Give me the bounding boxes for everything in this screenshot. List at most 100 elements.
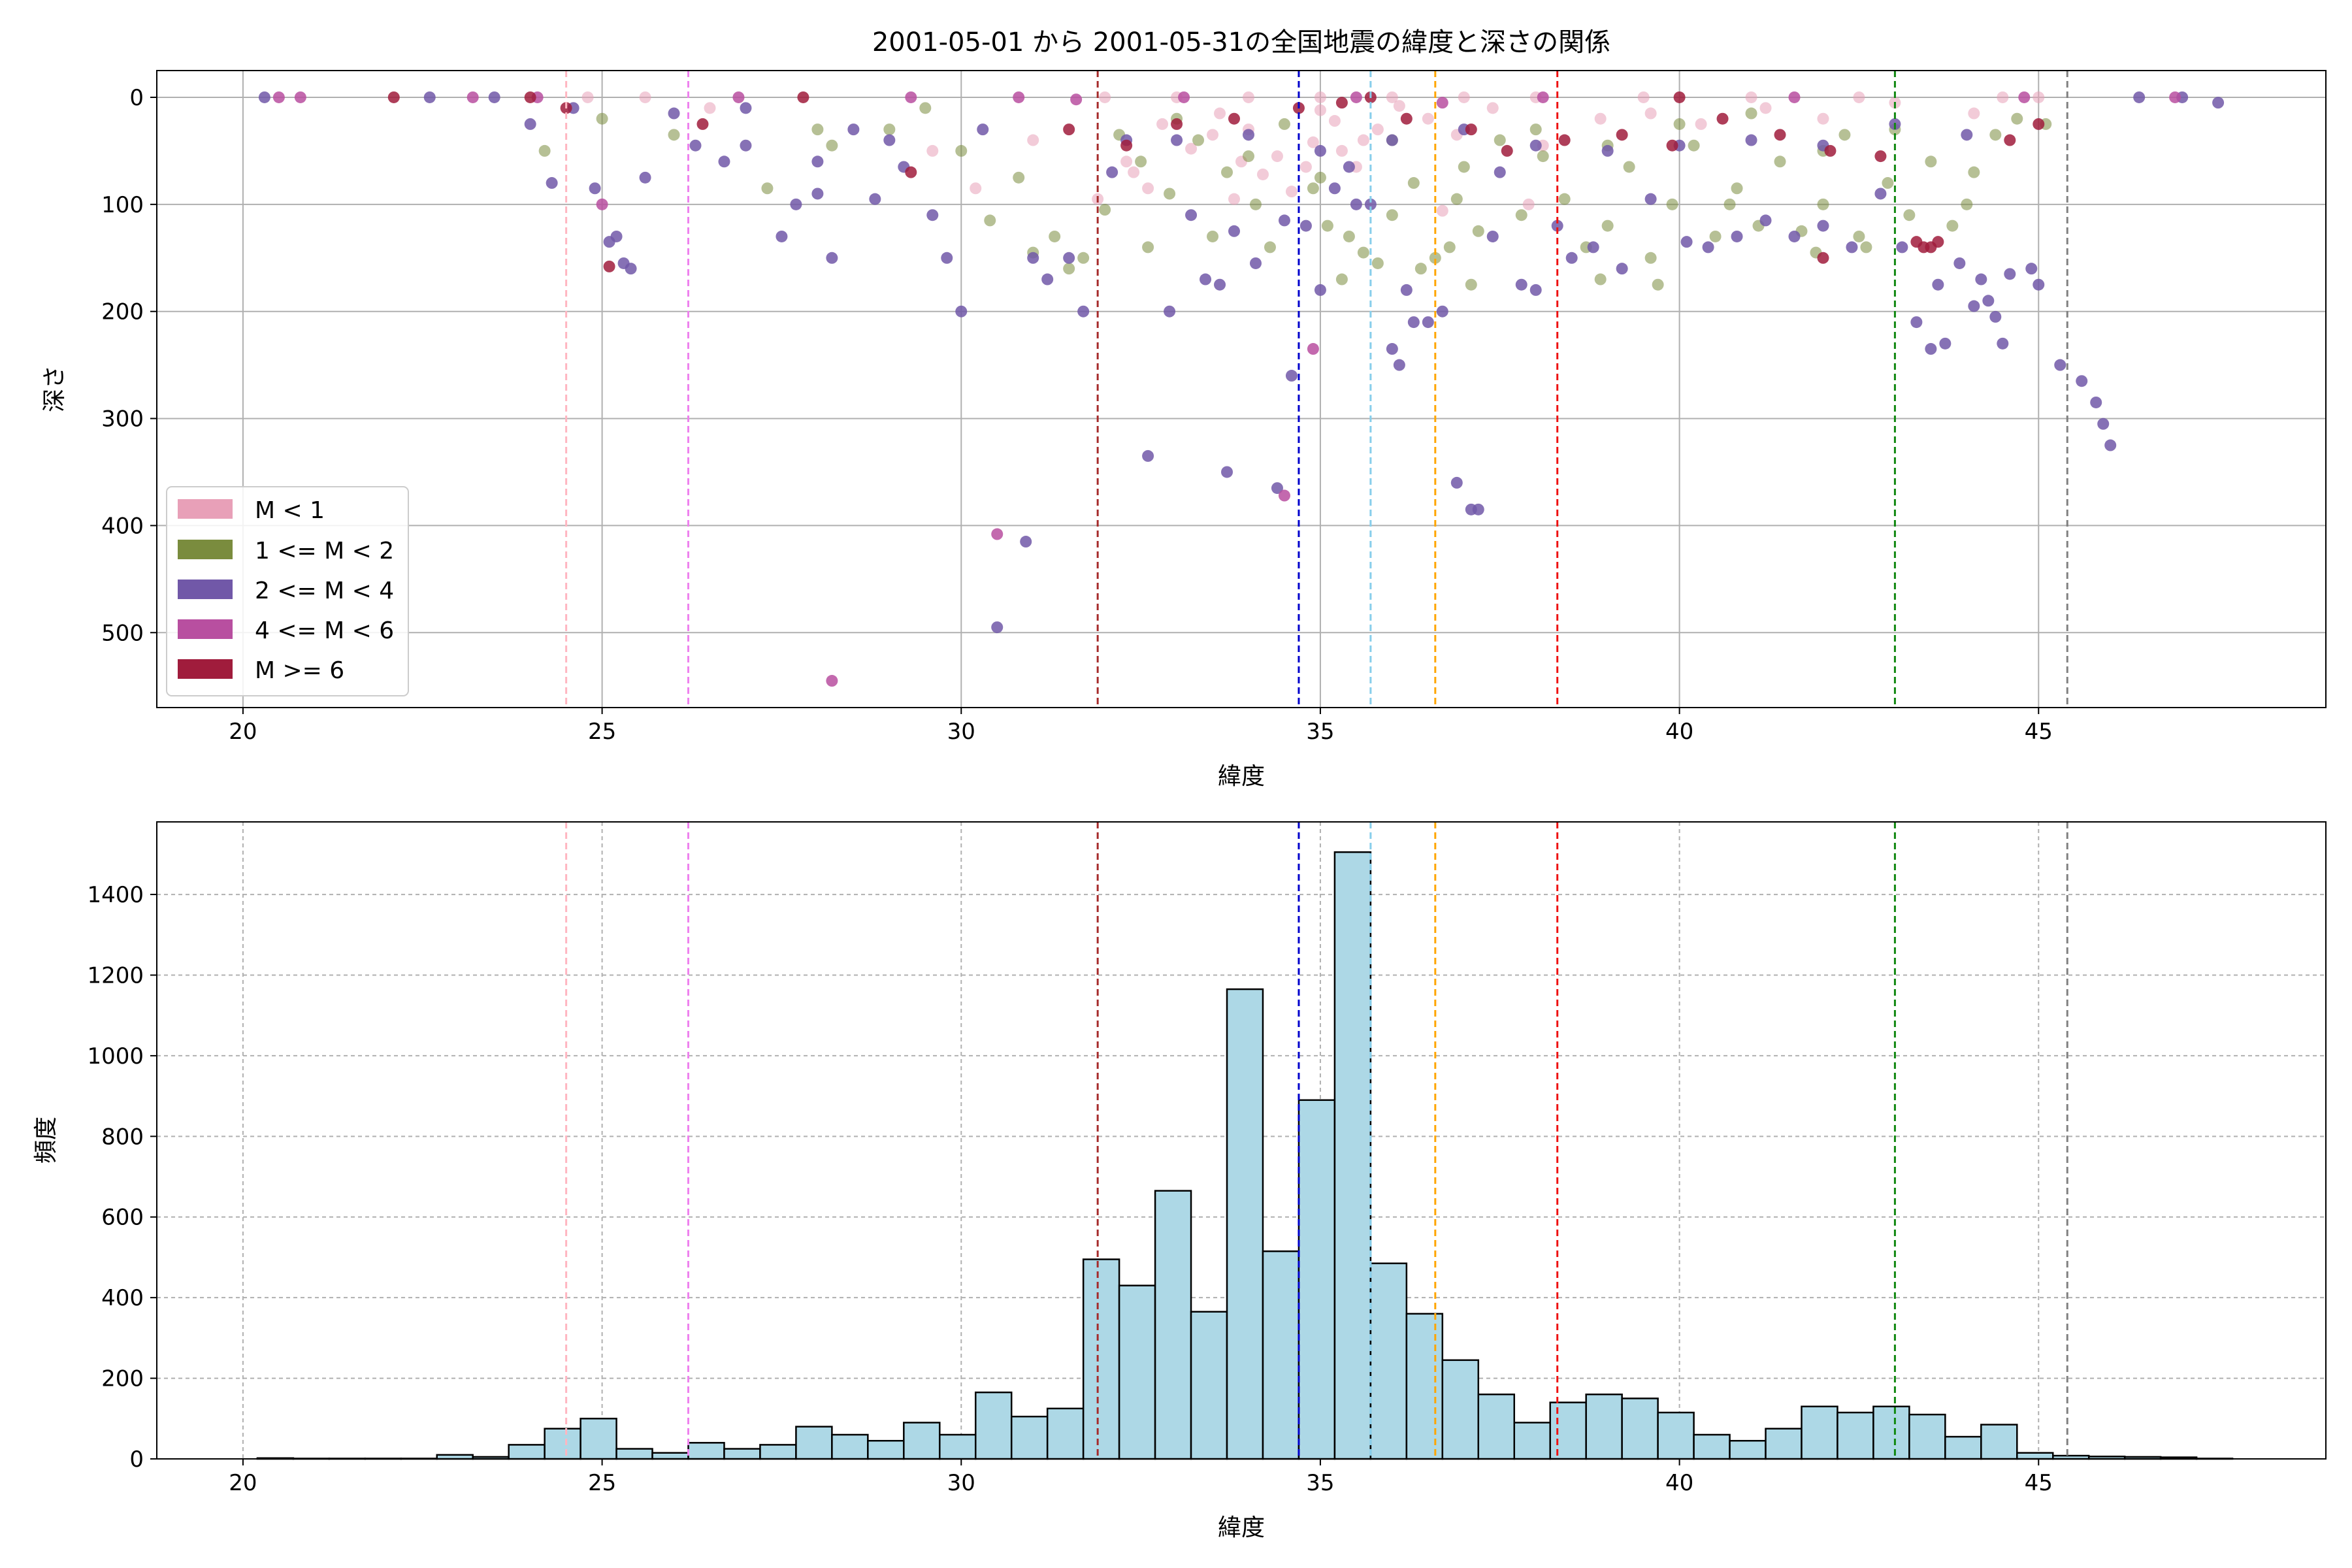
- y-tick-label: 400: [101, 1285, 144, 1311]
- histogram-bar: [1872, 1405, 1910, 1460]
- data-point: [1731, 230, 1743, 242]
- data-point: [546, 177, 558, 189]
- scatter-points: [258, 91, 2225, 687]
- data-point: [1838, 129, 1851, 141]
- data-point: [488, 91, 500, 103]
- data-point: [1278, 118, 1290, 130]
- legend-item: M < 1: [178, 497, 325, 524]
- data-point: [1594, 273, 1607, 286]
- data-point: [740, 139, 752, 152]
- data-point: [740, 102, 752, 114]
- x-tick-label: 35: [1306, 719, 1334, 745]
- histogram-bar: [867, 1439, 905, 1460]
- data-point: [1745, 134, 1757, 146]
- data-point: [2004, 268, 2016, 280]
- legend-label: 1 <= M < 2: [255, 538, 394, 564]
- histogram-bar: [1657, 1411, 1695, 1460]
- data-point: [1458, 161, 1470, 173]
- data-point: [977, 123, 989, 136]
- data-point: [1357, 134, 1369, 146]
- data-point: [1623, 161, 1635, 173]
- data-point: [883, 134, 896, 146]
- histogram-bar: [1908, 1413, 1946, 1460]
- histogram-bar: [615, 1448, 653, 1460]
- data-point: [1817, 112, 1829, 125]
- data-point: [847, 123, 860, 136]
- histogram-bar: [1513, 1422, 1551, 1460]
- data-point: [1853, 230, 1865, 242]
- data-point: [2212, 97, 2225, 109]
- scatter-plot-frame: [156, 70, 2327, 708]
- data-point: [668, 107, 680, 120]
- data-point: [1393, 100, 1405, 112]
- data-point: [1910, 316, 1923, 329]
- data-point: [1565, 252, 1578, 264]
- histogram-y-ticks: 0 200 400 600 800 1000 1200 1400: [87, 882, 157, 1473]
- data-point: [1185, 142, 1198, 155]
- x-tick-label: 45: [2025, 1470, 2053, 1496]
- data-point: [1343, 161, 1355, 173]
- legend-item: 1 <= M < 2: [178, 538, 394, 564]
- data-point: [1494, 134, 1506, 146]
- x-tick-label: 20: [229, 1470, 257, 1496]
- data-point: [926, 209, 939, 221]
- data-point: [1357, 246, 1369, 259]
- data-point: [1486, 230, 1499, 242]
- data-point: [1601, 220, 1614, 232]
- data-point: [1745, 107, 1757, 120]
- histogram-bar: [1585, 1394, 1623, 1460]
- data-point: [1328, 182, 1341, 195]
- data-point: [689, 139, 702, 152]
- data-point: [1185, 209, 1198, 221]
- histogram-bar: [651, 1452, 689, 1460]
- legend-swatch: [178, 499, 233, 519]
- data-point: [1932, 236, 1944, 248]
- data-point: [1429, 252, 1441, 264]
- data-point: [1436, 305, 1448, 318]
- data-point: [1644, 252, 1657, 264]
- data-point: [1041, 273, 1054, 286]
- scatter-x-ticks: 20 25 30 35 40 45: [229, 708, 2053, 745]
- data-point: [1027, 252, 1039, 264]
- data-point: [1192, 134, 1205, 146]
- data-point: [1716, 112, 1729, 125]
- data-point: [1616, 129, 1628, 141]
- data-point: [926, 144, 939, 157]
- data-point: [1278, 214, 1290, 227]
- histogram-bar: [1010, 1415, 1049, 1460]
- data-point: [1522, 198, 1535, 210]
- data-point: [596, 198, 608, 210]
- data-point: [1731, 182, 1743, 195]
- data-point: [1264, 241, 1276, 253]
- histogram-bar: [1765, 1428, 1803, 1460]
- histogram-bar: [1154, 1190, 1192, 1460]
- x-tick-label: 25: [588, 719, 616, 745]
- data-point: [1961, 129, 1973, 141]
- data-point: [524, 91, 536, 103]
- data-point: [1450, 193, 1463, 205]
- histogram-bar: [1333, 851, 1372, 1460]
- data-point: [1997, 337, 2009, 350]
- data-point: [1637, 91, 1650, 103]
- data-point: [811, 123, 824, 136]
- data-point: [1142, 241, 1154, 253]
- data-point: [2033, 118, 2045, 130]
- data-point: [1882, 177, 1894, 189]
- data-point: [1529, 139, 1542, 152]
- histogram-bar: [1837, 1411, 1874, 1460]
- data-point: [2090, 396, 2102, 408]
- legend-item: M >= 6: [178, 657, 344, 684]
- data-point: [2004, 134, 2016, 146]
- data-point: [1968, 107, 1980, 120]
- histogram-bar: [1980, 1424, 2018, 1460]
- data-point: [826, 675, 838, 687]
- histogram-bar: [831, 1433, 869, 1460]
- data-point: [776, 230, 788, 242]
- data-point: [826, 139, 838, 152]
- x-tick-label: 40: [1665, 1470, 1693, 1496]
- data-point: [2018, 91, 2031, 103]
- data-point: [1688, 139, 1700, 152]
- data-point: [1673, 118, 1686, 130]
- data-point: [1673, 91, 1686, 103]
- y-tick-label: 200: [101, 299, 144, 325]
